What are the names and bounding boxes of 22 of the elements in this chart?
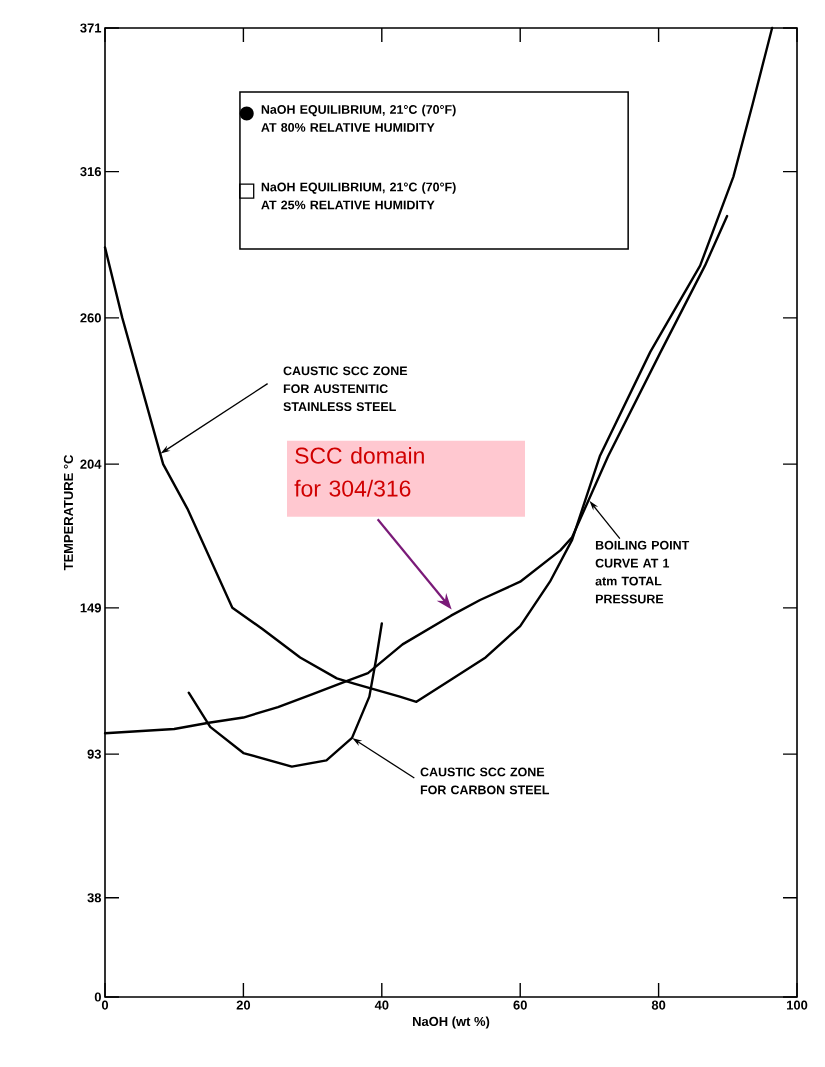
y-tick-label: 0 [94,992,101,1002]
y-tick-label: 149 [80,603,101,613]
x-tick-label: 80 [651,1000,666,1010]
x-tick-label: 100 [787,1000,808,1010]
x-tick-label: 60 [513,1000,527,1010]
annotation: CAUSTIC SCC ZONE FOR CARBON STEEL [420,767,550,795]
y-tick-label: 371 [80,23,102,33]
y-tick-label: 204 [80,459,102,469]
annotation: SCC domain for 304/316 [294,446,424,497]
y-tick-label: 316 [80,167,102,177]
annotation: NaOH EQUILIBRIUM, 21°C (70°F) AT 25% RELATIVE HUMIDITY [261,182,456,210]
annotation: CAUSTIC SCC ZONE FOR AUSTENITIC STAINLESS STEEL [283,366,408,412]
x-axis-title: NaOH (wt %) [413,1016,490,1029]
y-tick-label: 260 [80,313,101,323]
x-tick-label: 20 [236,1000,251,1010]
y-tick-label: 38 [87,893,102,903]
y-tick-label: 93 [87,749,102,759]
x-tick-label: 40 [374,1000,389,1010]
annotation: BOILING POINT CURVE AT 1 atm TOTAL PRESSURE [595,540,690,604]
x-tick-label: 0 [101,1000,109,1010]
y-axis-title: TEMPERATURE °C [63,454,74,571]
annotation: NaOH EQUILIBRIUM, 21°C (70°F) AT 80% RELATIVE HUMIDITY [261,104,456,132]
